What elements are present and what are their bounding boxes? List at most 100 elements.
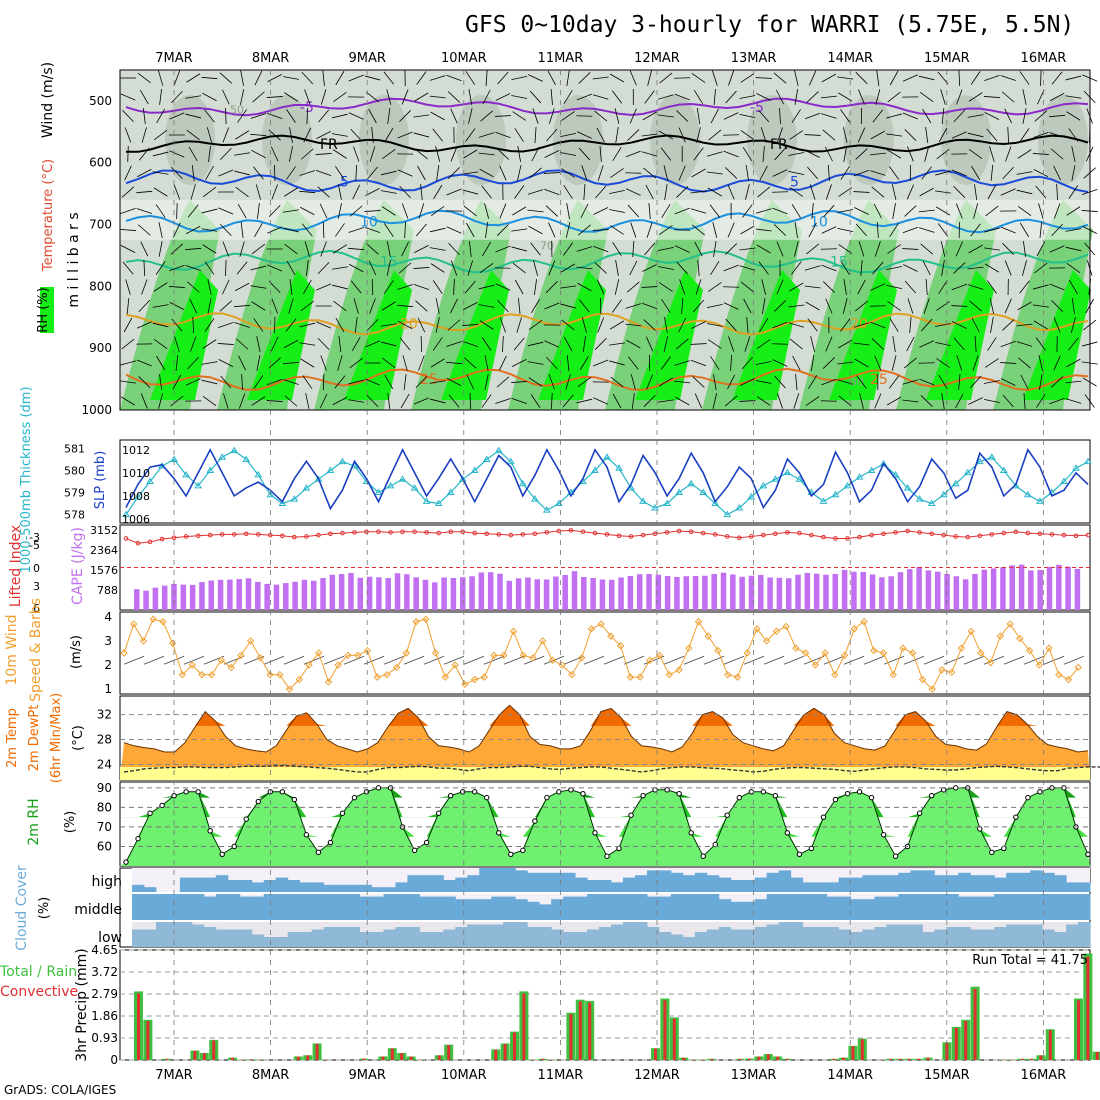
wind-speed-point — [538, 637, 547, 645]
wind-barb — [138, 376, 151, 388]
lifted-index-point — [604, 532, 610, 537]
cape-tick: 2364 — [90, 544, 118, 557]
rh-contour-label: 70 — [540, 239, 554, 252]
wind-barb — [468, 89, 473, 105]
cloud-low-bar — [682, 937, 696, 947]
wind-barb — [645, 336, 654, 352]
wind-barb — [902, 248, 919, 250]
wind-barb — [560, 132, 577, 138]
wind-barb — [793, 241, 799, 257]
wind-barb — [776, 241, 784, 257]
wind-speed-point — [383, 670, 391, 679]
cloud-high-bar — [922, 870, 935, 892]
rh-saturated-band — [150, 270, 218, 400]
precip-convective-bar — [1077, 1000, 1080, 1060]
cloud-middle-bar — [431, 896, 444, 920]
wind-barb — [1071, 165, 1076, 181]
wind-barb — [155, 261, 166, 275]
wind-barb — [240, 89, 245, 105]
cloud-low-bar — [491, 924, 504, 947]
cloud-high-bar — [658, 870, 672, 892]
wind-barb-10m — [443, 655, 465, 665]
wind-barb — [448, 167, 460, 179]
thickness-point — [843, 481, 852, 489]
rh-point — [147, 810, 153, 816]
wind-barb — [626, 339, 641, 349]
wind-barb — [872, 261, 884, 275]
wind-barb — [481, 337, 492, 351]
wind-barb — [484, 355, 489, 371]
temp-tick: 24 — [97, 757, 112, 771]
wind-barb — [712, 393, 717, 409]
wind-barb — [615, 127, 619, 143]
cape-bar — [581, 577, 587, 610]
cape-bar — [413, 577, 419, 610]
cape-bar — [189, 584, 196, 610]
wind-barb — [609, 73, 625, 83]
wind-barb — [597, 317, 605, 333]
cape-bar — [134, 589, 140, 610]
wind-barb — [560, 285, 577, 289]
wind-barb — [561, 319, 575, 331]
wind-barb — [561, 168, 575, 178]
wind-barb — [511, 381, 528, 383]
lifted-index-point — [688, 529, 694, 535]
wind-barb — [577, 376, 592, 388]
wind-barb — [429, 380, 446, 384]
wind-barb — [1051, 300, 1064, 312]
wind-barb — [332, 113, 348, 119]
x-date-label-top: 8MAR — [252, 51, 289, 66]
wind-barb — [858, 241, 865, 257]
wind-barb — [332, 149, 347, 159]
cloud-high-bar — [946, 875, 959, 892]
wind-speed-point — [607, 632, 615, 640]
precip-convective-bar — [860, 1039, 864, 1060]
wind-barb-10m — [723, 655, 745, 665]
wind-speed-point — [743, 649, 751, 657]
wind-barb — [348, 399, 365, 403]
wind-barb — [612, 147, 622, 161]
cloud-low-bar — [323, 927, 337, 947]
wind-barb — [755, 228, 772, 232]
cape-bar — [255, 581, 261, 610]
wind-barb — [871, 338, 884, 350]
wind-barb — [629, 108, 637, 124]
wind-barb — [416, 71, 427, 85]
cloud-high-bar — [203, 877, 217, 892]
wind-speed-point — [237, 651, 245, 660]
wind-barb — [918, 209, 935, 213]
cloud-middle-bar — [1042, 894, 1055, 920]
wind-barb — [384, 127, 394, 143]
wind-barb — [690, 343, 707, 345]
cloud-low-bar — [814, 927, 828, 947]
rh-point — [724, 812, 730, 818]
wind-barb — [710, 108, 719, 124]
rh-point — [808, 845, 815, 852]
wind-barb — [270, 146, 279, 162]
wind-barb — [445, 361, 463, 365]
cloud-row-label-high: high — [91, 874, 122, 890]
cloud-low-bar — [179, 922, 193, 947]
cape-bar — [953, 576, 960, 610]
wind-speed-point — [509, 627, 518, 636]
wind-barb-10m — [683, 655, 705, 665]
wind-barb — [305, 393, 310, 409]
wind-barb — [529, 90, 542, 104]
wind-barb — [788, 304, 805, 308]
cape-bar — [711, 573, 717, 610]
thickness-point — [434, 499, 443, 507]
cloud-low-bar — [203, 927, 217, 947]
wind-speed-point — [529, 654, 537, 662]
cloud-high-bar — [970, 875, 983, 892]
wind-barb — [306, 107, 309, 125]
lifted-index-point — [1013, 529, 1019, 535]
thickness-point — [819, 497, 828, 504]
thickness-point — [963, 468, 972, 476]
thickness-point — [867, 466, 876, 473]
precip-tick: 0 — [110, 1053, 118, 1067]
wind-barb — [218, 359, 234, 367]
wind-barb — [967, 284, 984, 290]
wind-barb — [499, 165, 507, 181]
wind-barb — [1002, 166, 1014, 180]
wind-barb — [953, 186, 966, 198]
